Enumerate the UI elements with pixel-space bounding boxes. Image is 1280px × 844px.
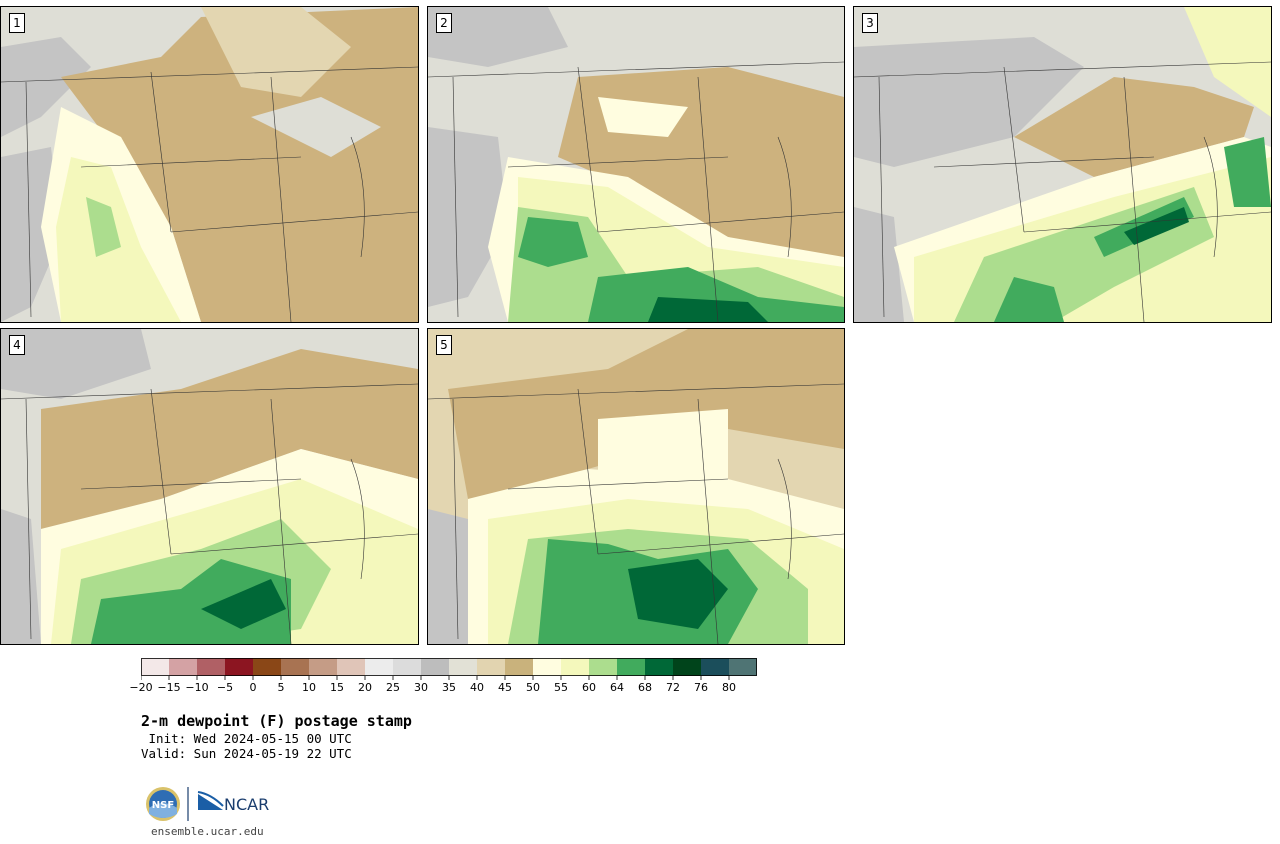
colorbar-tick-label: −20	[129, 681, 153, 694]
nsf-ncar-logo: NSF NCAR	[146, 787, 269, 821]
colorbar-tick-label: 25	[386, 681, 400, 694]
colorbar-swatch	[589, 658, 617, 676]
colorbar-tick-label: 76	[694, 681, 708, 694]
colorbar-tick-label: 55	[554, 681, 568, 694]
colorbar-swatch	[645, 658, 673, 676]
colorbar-swatch	[729, 658, 757, 676]
colorbar-tick-label: −10	[185, 681, 209, 694]
map-panel-4: 4	[0, 328, 419, 645]
dewpoint-map-2	[428, 7, 844, 322]
colorbar-swatch	[337, 658, 365, 676]
colorbar-swatch	[225, 658, 253, 676]
map-panel-1: 1	[0, 6, 419, 323]
page-title: 2-m dewpoint (F) postage stamp	[141, 712, 412, 730]
panel-number: 5	[436, 335, 452, 355]
ncar-mark-icon	[197, 791, 224, 810]
colorbar-swatch	[505, 658, 533, 676]
colorbar-tick-label: 20	[358, 681, 372, 694]
colorbar-swatch	[449, 658, 477, 676]
colorbar-swatch	[421, 658, 449, 676]
colorbar-tick-label: 68	[638, 681, 652, 694]
colorbar-tick-label: 80	[722, 681, 736, 694]
colorbar-swatch	[673, 658, 701, 676]
colorbar-tick-label: 15	[330, 681, 344, 694]
map-panel-2: 2	[427, 6, 845, 323]
colorbar-swatch	[365, 658, 393, 676]
colorbar-swatch	[309, 658, 337, 676]
colorbar-swatch	[281, 658, 309, 676]
ncar-text: NCAR	[224, 795, 269, 814]
colorbar-tick-label: −15	[157, 681, 181, 694]
dewpoint-map-4	[1, 329, 418, 644]
colorbar-swatch	[477, 658, 505, 676]
colorbar-tick-label: 40	[470, 681, 484, 694]
colorbar-tick-label: 72	[666, 681, 680, 694]
panel-number: 2	[436, 13, 452, 33]
valid-time: Valid: Sun 2024-05-19 22 UTC	[141, 746, 352, 761]
dewpoint-map-1	[1, 7, 418, 322]
colorbar-swatch	[197, 658, 225, 676]
nsf-seal-icon: NSF	[146, 787, 180, 821]
colorbar-tick-label: 64	[610, 681, 624, 694]
colorbar-tick-label: 60	[582, 681, 596, 694]
colorbar-swatch	[617, 658, 645, 676]
panel-number: 3	[862, 13, 878, 33]
colorbar-tick-labels: −20 −15 −10 −5 0 5 10 15 20 25 30 35 40 45 50 55 60 64 68 7…	[129, 681, 761, 695]
nsf-text: NSF	[152, 800, 174, 811]
map-panel-5: 5	[427, 328, 845, 645]
colorbar-swatch	[253, 658, 281, 676]
colorbar	[141, 658, 757, 680]
colorbar-tick-label: 35	[442, 681, 456, 694]
colorbar-swatch	[561, 658, 589, 676]
colorbar-swatch	[393, 658, 421, 676]
panel-number: 1	[9, 13, 25, 33]
map-panel-3: 3	[853, 6, 1272, 323]
dewpoint-map-3	[854, 7, 1271, 322]
colorbar-tick-label: 5	[277, 681, 285, 694]
colorbar-swatch	[701, 658, 729, 676]
colorbar-swatch	[533, 658, 561, 676]
site-url: ensemble.ucar.edu	[151, 825, 264, 838]
dewpoint-map-5	[428, 329, 844, 644]
colorbar-tick-label: 30	[414, 681, 428, 694]
colorbar-tick-label: 0	[249, 681, 257, 694]
colorbar-swatch	[141, 658, 169, 676]
colorbar-tick-label: 50	[526, 681, 540, 694]
panel-number: 4	[9, 335, 25, 355]
init-time: Init: Wed 2024-05-15 00 UTC	[141, 731, 352, 746]
colorbar-swatch	[169, 658, 197, 676]
colorbar-tick-label: −5	[216, 681, 234, 694]
colorbar-tick-label: 45	[498, 681, 512, 694]
colorbar-tick-label: 10	[302, 681, 316, 694]
